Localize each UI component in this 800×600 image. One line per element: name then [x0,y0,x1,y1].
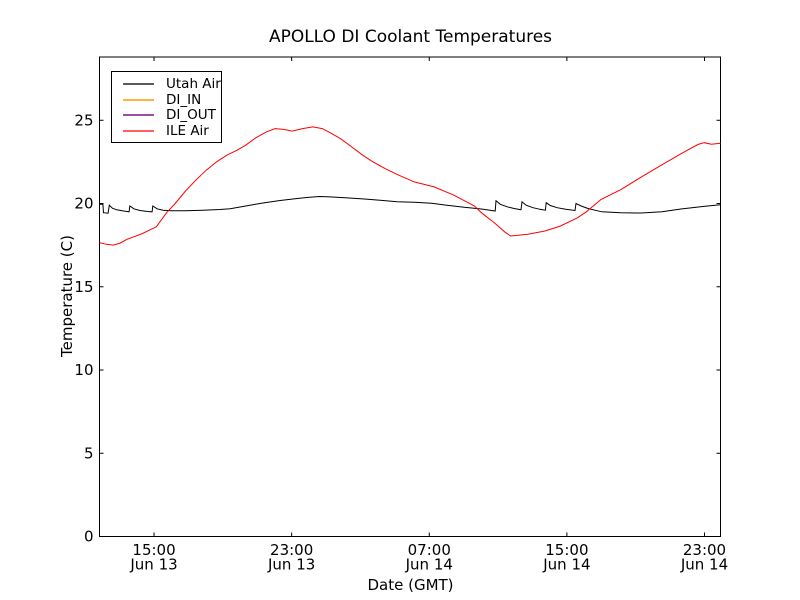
x-tick-label-date: Jun 14 [542,556,590,574]
axes-frame [99,56,721,537]
x-axis-label: Date (GMT) [367,576,454,594]
legend-line-sample [123,114,154,117]
y-tick-label: 0 [84,528,94,546]
legend-label: ILE Air [166,123,209,140]
y-tick-label: 25 [74,111,93,129]
legend-line-sample [123,130,154,133]
x-tick-label-time: 23:00 [270,541,313,559]
y-tick-label: 15 [74,278,93,296]
y-tick-label: 10 [74,361,93,379]
legend-item-utah-air: Utah Air [112,76,221,92]
series-line-ile-air [99,126,721,246]
legend-label: Utah Air [166,75,221,92]
legend-item-ile-air: ILE Air [112,123,221,139]
legend-line-sample [123,82,154,85]
legend: Utah Air DI_IN DI_OUT ILE Air [111,71,222,144]
series-line-utah-air [99,195,721,214]
x-tick-label-date: Jun 14 [405,556,453,574]
x-tick-label-time: 07:00 [408,541,451,559]
legend-label: DI_OUT [166,107,216,124]
x-tick-label-time: 23:00 [683,541,726,559]
y-tick-label: 5 [84,444,94,462]
x-tick-label-date: Jun 13 [267,556,315,574]
legend-item-di-out: DI_OUT [112,108,221,124]
chart-title: APOLLO DI Coolant Temperatures [268,27,553,47]
legend-item-di-in: DI_IN [112,92,221,108]
x-tick-label-time: 15:00 [132,541,175,559]
x-tick-label-date: Jun 13 [129,556,177,574]
x-tick-label-time: 15:00 [545,541,588,559]
legend-line-sample [123,98,154,101]
y-tick-label: 20 [74,195,93,213]
legend-label: DI_IN [166,91,202,108]
y-axis-label: Temperature (C) [58,235,76,357]
x-tick-label-date: Jun 14 [680,556,728,574]
